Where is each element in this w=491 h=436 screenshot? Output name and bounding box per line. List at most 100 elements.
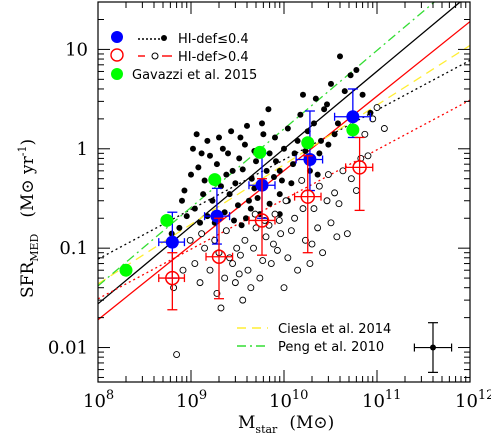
galaxy-point (260, 131, 267, 138)
y-tick-labels: 0.01 0.1 1 10 (48, 39, 88, 358)
galaxy-point (228, 128, 235, 135)
x-tick-label: 1010 (269, 388, 308, 412)
galaxy-point (178, 197, 185, 204)
typical-error-bar (413, 322, 453, 373)
galaxy-point (272, 158, 279, 165)
galaxy-point (229, 167, 236, 174)
galaxy-point (291, 150, 298, 157)
x-tick-label: 1011 (362, 388, 401, 412)
mean-point (165, 235, 179, 249)
galaxy-point (297, 111, 304, 118)
galaxy-point (253, 158, 260, 165)
galaxy-open-point (282, 197, 290, 205)
galaxy-point (231, 217, 238, 224)
galaxy-open-point (222, 227, 230, 235)
galaxy-point (225, 150, 232, 157)
galaxy-point (201, 177, 208, 184)
galaxy-point (284, 125, 291, 132)
galaxy-open-point (315, 182, 323, 190)
galaxy-open-point (206, 266, 214, 274)
galaxy-open-point (324, 171, 332, 179)
galaxy-open-point (241, 236, 249, 244)
galaxy-point (204, 137, 211, 144)
galaxy-point (324, 101, 331, 108)
galaxy-point (248, 175, 255, 182)
galaxy-open-point (173, 351, 181, 359)
galaxy-open-point (247, 284, 255, 292)
galaxy-open-point (364, 152, 372, 160)
galaxy-point (226, 191, 233, 198)
galaxy-point (321, 106, 328, 113)
galaxy-open-point (170, 284, 178, 292)
galaxy-open-point (308, 240, 316, 248)
galaxy-point (239, 166, 246, 173)
galaxy-point (299, 91, 306, 98)
galaxy-point (241, 141, 248, 148)
galaxy-open-point (201, 244, 209, 252)
galaxy-point (265, 106, 272, 113)
fit-line (98, 59, 470, 260)
galaxy-open-point (259, 257, 267, 265)
galaxy-open-point (269, 240, 277, 248)
x-tick-label: 108 (83, 388, 114, 412)
galaxy-open-point (314, 224, 322, 232)
galaxy-open-point (352, 187, 360, 194)
galaxy-point (221, 209, 228, 216)
x-tick-label: 109 (176, 388, 207, 412)
galaxy-point (318, 137, 325, 144)
galaxy-point (266, 200, 273, 207)
galaxy-point (353, 67, 360, 74)
galaxy-open-point (347, 175, 355, 183)
galaxy-point (191, 205, 198, 212)
galaxy-point (347, 72, 354, 79)
galaxy-open-point (319, 249, 327, 257)
mean-point (253, 145, 267, 159)
galaxy-point (290, 161, 297, 168)
galaxy-open-point (335, 200, 343, 208)
mean-point (160, 213, 174, 227)
galaxy-point (276, 191, 283, 198)
legend-red-marker (110, 48, 124, 62)
galaxy-open-point (273, 246, 281, 254)
legend-peng-label: Peng et al. 2010 (278, 340, 384, 355)
y-tick-label: 10 (65, 39, 88, 60)
galaxy-point (304, 128, 311, 135)
galaxy-open-point (373, 104, 381, 112)
galaxy-open-point (236, 251, 244, 259)
galaxy-point (236, 155, 243, 162)
legend-top: HI-def≤0.4 HI-def>0.4 Gavazzi et al. 201… (110, 31, 257, 83)
galaxy-open-point (252, 224, 260, 232)
galaxy-open-point (229, 260, 237, 268)
galaxy-point (200, 191, 207, 198)
y-tick-label: 0.01 (48, 338, 88, 359)
galaxy-open-point (235, 270, 243, 278)
galaxy-open-point (299, 205, 307, 213)
x-tick-label: 1012 (455, 388, 491, 412)
mean-point (346, 110, 360, 124)
galaxy-point (183, 213, 190, 220)
galaxy-open-point (323, 197, 331, 205)
legend-green-marker (111, 68, 123, 80)
plot-area (98, 2, 470, 382)
legend-ciesla-label: Ciesla et al. 2014 (278, 322, 391, 337)
galaxy-open-point (291, 214, 299, 222)
galaxy-open-point (231, 279, 239, 287)
galaxy-point (288, 180, 295, 187)
galaxy-point (198, 150, 205, 157)
mean-point (210, 209, 224, 223)
galaxy-point (312, 95, 319, 102)
galaxy-point (188, 171, 194, 178)
galaxy-open-point (287, 227, 295, 235)
galaxy-open-point (239, 296, 247, 304)
legend-red-label: HI-def>0.4 (178, 50, 249, 65)
galaxy-point (266, 150, 273, 157)
galaxy-open-point (179, 266, 187, 274)
fit-line (98, 44, 470, 285)
galaxy-point (302, 148, 309, 155)
galaxy-open-point (271, 210, 279, 218)
galaxy-open-point (262, 233, 270, 241)
galaxy-point (270, 174, 277, 181)
data-points (119, 53, 388, 359)
mean-point (208, 173, 222, 187)
galaxy-point (281, 145, 287, 152)
